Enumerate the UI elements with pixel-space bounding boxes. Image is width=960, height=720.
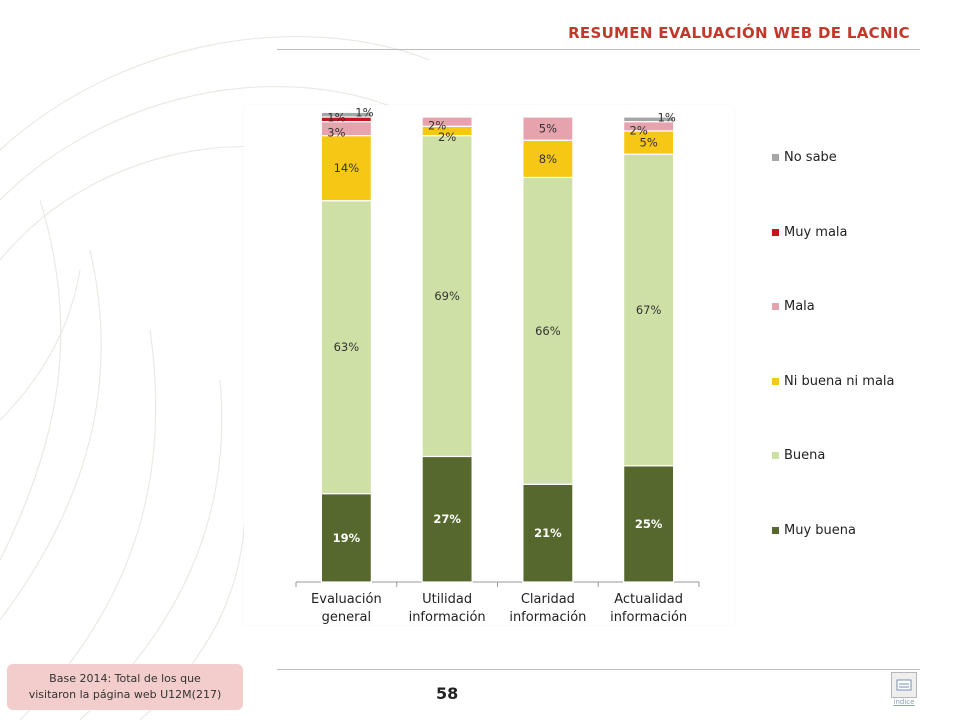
legend-label: Muy mala bbox=[784, 224, 848, 240]
bar-segment bbox=[421, 116, 473, 127]
legend-label: Mala bbox=[784, 299, 815, 315]
data-label: 1% bbox=[327, 110, 345, 124]
legend-item: Ni buena ni mala bbox=[772, 374, 895, 389]
legend-swatch bbox=[772, 228, 779, 236]
bar-segment bbox=[623, 116, 675, 123]
category-label: general bbox=[322, 610, 371, 625]
legend-item: No sabe bbox=[772, 150, 837, 165]
bar-segment bbox=[623, 153, 675, 467]
data-label: 8% bbox=[539, 152, 557, 166]
data-label: 67% bbox=[636, 303, 662, 317]
legend-label: No sabe bbox=[784, 150, 837, 165]
page-number: 58 bbox=[436, 684, 459, 703]
bar-segment bbox=[623, 465, 675, 583]
legend-label: Ni buena ni mala bbox=[784, 373, 895, 389]
data-label: 27% bbox=[433, 512, 461, 526]
legend-item: Mala bbox=[772, 299, 815, 314]
legend-swatch bbox=[772, 154, 779, 161]
data-label: 66% bbox=[535, 324, 561, 338]
category-label: Utilidad bbox=[422, 592, 472, 607]
category-label: información bbox=[409, 610, 486, 625]
bar-segment bbox=[320, 493, 372, 583]
legend-label: Buena bbox=[784, 448, 826, 464]
base-note-line2: visitaron la página web U12M(217) bbox=[28, 688, 222, 701]
data-label: 2% bbox=[438, 130, 456, 144]
category-label: Claridad bbox=[521, 592, 575, 607]
category-label: información bbox=[509, 610, 586, 625]
category-label: Actualidad bbox=[614, 592, 683, 607]
data-label: 5% bbox=[539, 122, 557, 136]
footer-divider bbox=[277, 669, 920, 670]
category-label: Evaluación bbox=[311, 592, 382, 607]
chart-area: 19% 63% 14% 3% 1% 1% Evaluación general 27% 69% 2%… bbox=[244, 105, 734, 625]
index-icon bbox=[891, 672, 917, 698]
data-label: 69% bbox=[434, 289, 460, 303]
legend-swatch bbox=[772, 303, 779, 311]
data-label: 2% bbox=[630, 123, 648, 137]
bar-segment bbox=[320, 111, 372, 118]
bar-segment bbox=[320, 135, 372, 202]
data-label: 1% bbox=[355, 106, 373, 120]
header-divider bbox=[277, 49, 920, 50]
bar-segment bbox=[522, 116, 574, 141]
page-title: RESUMEN EVALUACIÓN WEB DE LACNIC bbox=[568, 24, 910, 42]
bar-segment bbox=[320, 200, 372, 495]
data-label: 21% bbox=[534, 526, 562, 540]
legend-swatch bbox=[772, 527, 779, 534]
category-label: información bbox=[610, 610, 687, 625]
legend-swatch bbox=[772, 377, 779, 385]
data-label: 2% bbox=[428, 119, 446, 133]
data-label: 1% bbox=[658, 110, 676, 124]
index-label: índice bbox=[893, 698, 915, 706]
base-note: Base 2014: Total de los que visitaron la… bbox=[7, 664, 243, 710]
bar-segment bbox=[421, 135, 473, 458]
bar-segment bbox=[522, 139, 574, 179]
legend-item: Muy mala bbox=[772, 225, 848, 240]
index-button[interactable]: índice bbox=[890, 672, 918, 710]
bar-segment bbox=[421, 455, 473, 583]
data-label: 63% bbox=[334, 340, 360, 354]
bar-segment bbox=[522, 483, 574, 583]
data-label: 3% bbox=[327, 126, 345, 140]
data-label: 14% bbox=[334, 161, 360, 175]
legend-label: Muy buena bbox=[784, 523, 856, 538]
data-label: 25% bbox=[635, 517, 663, 531]
base-note-line1: Base 2014: Total de los que bbox=[49, 672, 201, 685]
stacked-bar-chart: 19% 63% 14% 3% 1% 1% Evaluación general 27% 69% 2%… bbox=[295, 106, 700, 625]
legend-swatch bbox=[772, 452, 779, 460]
data-label: 19% bbox=[333, 531, 361, 545]
data-label: 5% bbox=[640, 136, 658, 150]
legend-item: Muy buena bbox=[772, 523, 856, 538]
legend-item: Buena bbox=[772, 448, 825, 463]
